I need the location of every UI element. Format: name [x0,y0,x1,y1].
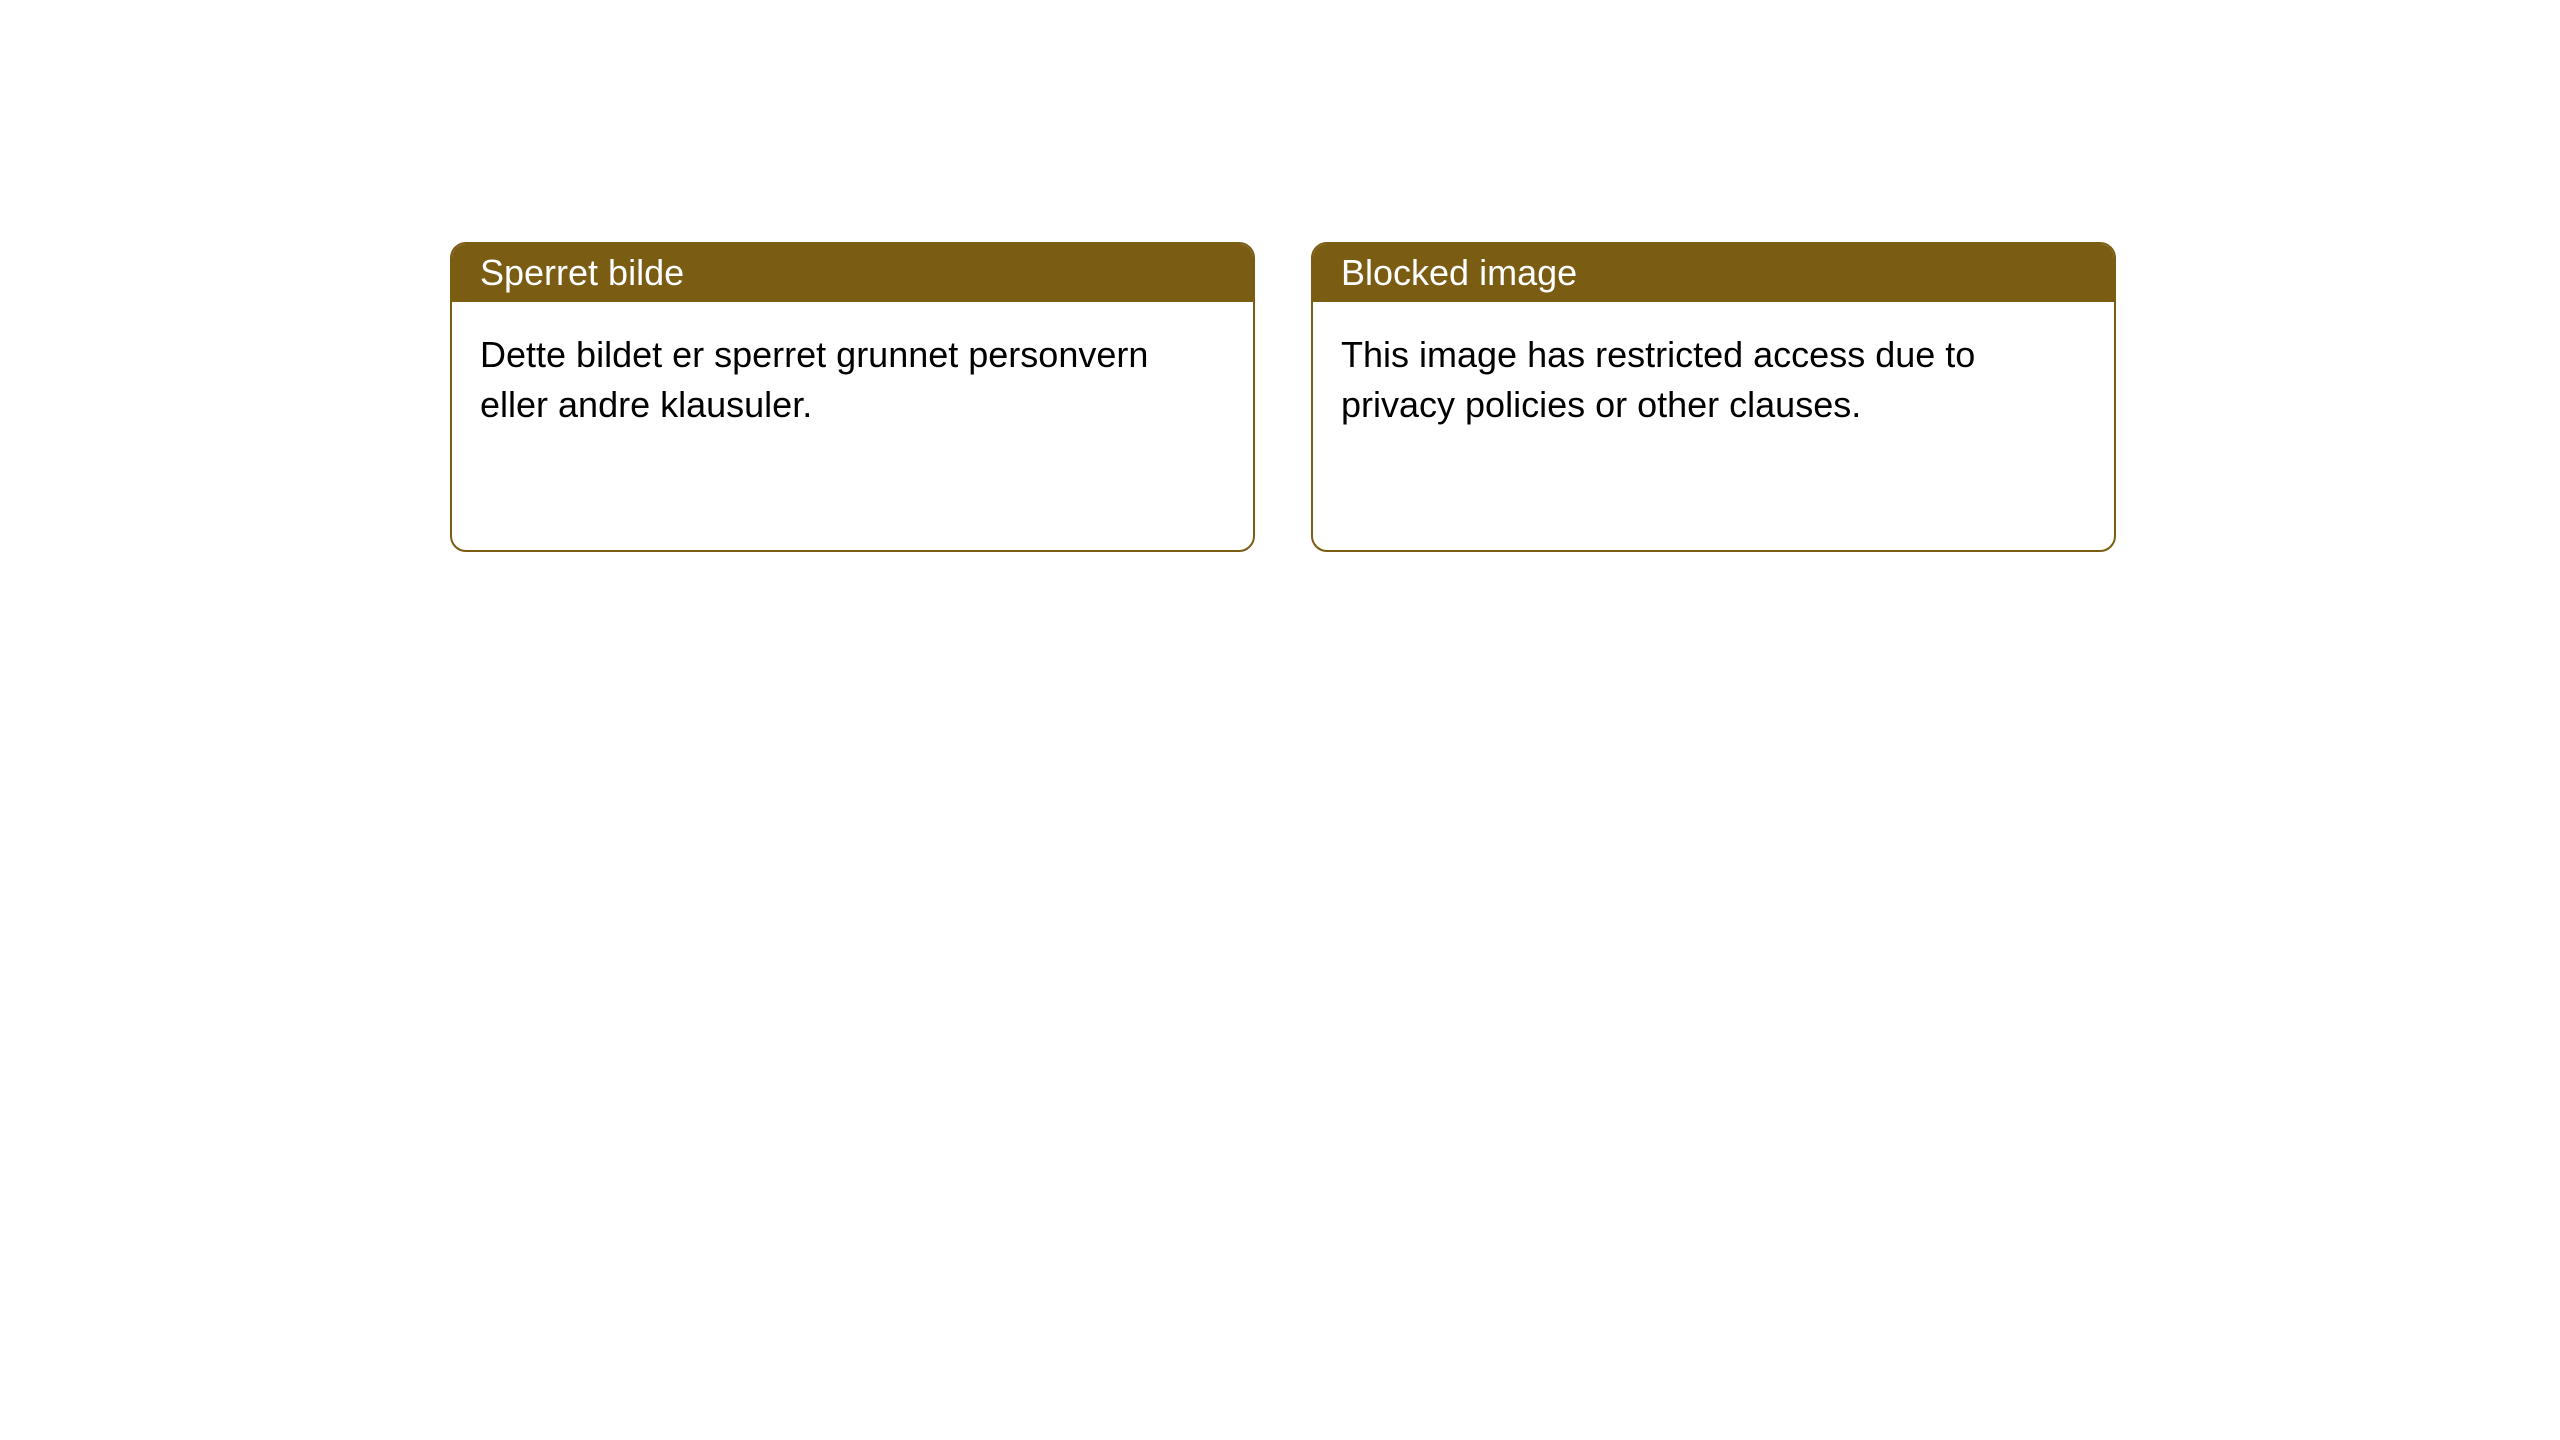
notice-body: Dette bildet er sperret grunnet personve… [452,302,1253,550]
notice-card-english: Blocked image This image has restricted … [1311,242,2116,552]
notice-message: This image has restricted access due to … [1341,334,1975,425]
notice-title: Sperret bilde [480,252,684,293]
notice-body: This image has restricted access due to … [1313,302,2114,550]
notice-message: Dette bildet er sperret grunnet personve… [480,334,1148,425]
notice-container: Sperret bilde Dette bildet er sperret gr… [0,0,2560,552]
notice-header: Blocked image [1313,244,2114,302]
notice-title: Blocked image [1341,252,1577,293]
notice-header: Sperret bilde [452,244,1253,302]
notice-card-norwegian: Sperret bilde Dette bildet er sperret gr… [450,242,1255,552]
